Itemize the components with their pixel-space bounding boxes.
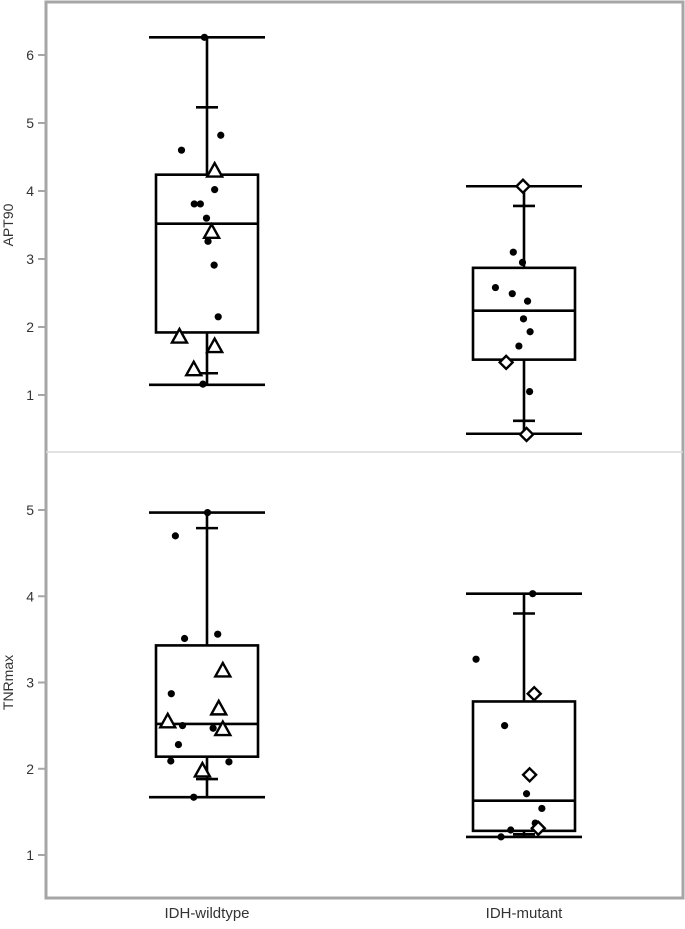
panel-2-mutant-data-point-dot xyxy=(529,590,537,598)
panel-1-mutant-data-point-dot xyxy=(515,342,523,350)
panel-1-wildtype-data-point-dot xyxy=(204,237,212,245)
panel-1-wildtype-data-point-dot xyxy=(199,380,207,388)
panel-1-y-tick-label: 6 xyxy=(26,47,34,63)
panel-1-y-tick-label: 1 xyxy=(26,387,34,403)
panel-1-mutant-data-point-diamond xyxy=(497,354,515,371)
panel-1-mutant-data-point-dot xyxy=(519,315,528,323)
panel-2-wildtype-data-point-dot xyxy=(167,757,175,765)
panel-2-mutant-data-point-dot xyxy=(501,722,509,730)
panel-2-wildtype-data-point-dot xyxy=(178,722,187,730)
panel-1-mutant-data-point-diamond xyxy=(514,178,532,195)
panel-2-wildtype-data-point-triangle xyxy=(213,660,233,678)
panel-1-wildtype-data-point-dot xyxy=(217,131,225,139)
panel-1-wildtype-data-point-triangle xyxy=(205,336,225,354)
panel-2-mutant-data-point-diamond xyxy=(530,820,547,837)
panel-2-y-tick-label: 5 xyxy=(26,502,34,518)
panel-2-wildtype-data-point-triangle xyxy=(192,760,212,778)
panel-2-mutant-box xyxy=(471,700,577,833)
panel-1-wildtype-data-point-dot xyxy=(196,200,204,208)
panel-1-wildtype-data-point-dot xyxy=(190,200,198,208)
panel-1-mutant-data-point-dot xyxy=(509,248,517,256)
panel-1-mutant-data-point-dot xyxy=(526,388,534,396)
panel-2-y-tick-label: 2 xyxy=(26,761,34,777)
panel-1-wildtype-data-point-triangle xyxy=(202,221,222,240)
panel-1-wildtype-data-point-triangle xyxy=(205,160,225,178)
panel-1-y-tick-label: 2 xyxy=(26,319,34,335)
panel-2-mutant-data-point-dot xyxy=(522,790,531,798)
panel-1-y-tick-label: 4 xyxy=(26,183,34,199)
panel-1-y-tick-label: 3 xyxy=(26,251,34,267)
panel-2-y-tick-label: 4 xyxy=(26,588,34,604)
panel-2-wildtype-data-point-dot xyxy=(167,690,175,698)
panel-1-wildtype-data-point-dot xyxy=(210,261,218,269)
panel-1-wildtype-box xyxy=(154,173,260,334)
panel-2-wildtype-box xyxy=(154,644,260,758)
panel-2-wildtype-data-point-dot xyxy=(209,724,217,732)
panel-2-wildtype-data-point-triangle xyxy=(209,698,229,716)
panel-1-wildtype-data-point-dot xyxy=(202,214,211,222)
panel-1-y-tick-label: 5 xyxy=(26,115,34,131)
panel-2-wildtype-data-point-triangle xyxy=(213,719,233,737)
panel-2-wildtype-data-point-dot xyxy=(225,758,233,766)
panel-2-wildtype-data-point-dot xyxy=(190,793,198,801)
panel-2-y-tick-label: 1 xyxy=(26,847,34,863)
panel-1-wildtype-data-point-triangle xyxy=(169,326,189,344)
panel-1-wildtype-data-point-dot xyxy=(200,33,209,41)
panel-1-wildtype-data-point-dot xyxy=(214,313,222,321)
panel-1-mutant-data-point-dot xyxy=(523,297,532,305)
panel-1-wildtype-data-point-triangle xyxy=(184,359,204,377)
panel-2-mutant-data-point-dot xyxy=(497,833,505,841)
panel-1-mutant-data-point-diamond xyxy=(518,426,535,443)
panel-2-mutant-data-point-dot xyxy=(538,804,546,813)
x-category-label-mutant: IDH-mutant xyxy=(486,905,564,922)
panel-1-mutant-data-point-dot xyxy=(491,283,500,292)
panel-2-mutant-data-point-dot xyxy=(507,826,515,834)
panel-2-wildtype-data-point-dot xyxy=(214,630,222,638)
panel-1-wildtype-data-point-dot xyxy=(211,186,219,194)
panel-1-wildtype-data-point-dot xyxy=(177,146,186,154)
panel-2-wildtype-data-point-dot xyxy=(171,532,179,540)
panel-2-mutant-data-point-diamond xyxy=(521,766,538,783)
x-category-label-wildtype: IDH-wildtype xyxy=(164,905,249,922)
panel-1-mutant-data-point-dot xyxy=(518,258,527,266)
panel-1-y-axis-label: APT90 xyxy=(0,203,16,246)
chart-frame xyxy=(44,0,685,900)
panel-1-mutant-data-point-dot xyxy=(526,328,534,336)
panel-1-mutant-data-point-dot xyxy=(508,290,516,298)
panel-2-wildtype-data-point-dot xyxy=(180,634,189,643)
panel-2-wildtype-data-point-triangle xyxy=(158,711,178,729)
panel-2-y-axis-label: TNRmax xyxy=(0,655,16,710)
panel-1-mutant-box xyxy=(471,266,577,361)
panel-2-wildtype-data-point-dot xyxy=(203,508,212,517)
panel-2-mutant-data-point-dot xyxy=(472,655,480,663)
panel-2-mutant-data-point-diamond xyxy=(526,685,543,702)
panel-2-wildtype-data-point-dot xyxy=(174,741,183,749)
panel-2-y-tick-label: 3 xyxy=(26,675,34,691)
